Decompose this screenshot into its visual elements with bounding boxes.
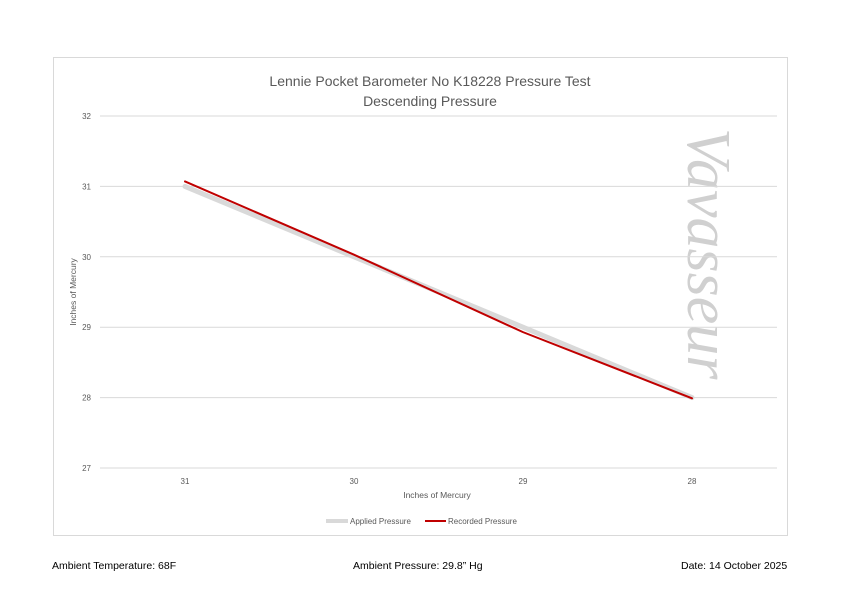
y-tick-label: 27 [82, 464, 91, 473]
ambient-pressure: Ambient Pressure: 29.8” Hg [353, 560, 483, 572]
series-line-applied [182, 183, 695, 401]
legend-label-applied: Applied Pressure [350, 517, 411, 526]
y-tick-label: 29 [82, 323, 91, 332]
x-axis-label: Inches of Mercury [403, 490, 471, 500]
y-axis-label: Inches of Mercury [68, 257, 78, 325]
x-tick-label: 28 [688, 477, 697, 486]
legend-label-recorded: Recorded Pressure [448, 517, 517, 526]
x-tick-label: 29 [519, 477, 528, 486]
y-tick-label: 28 [82, 394, 91, 403]
series-line-recorded [184, 180, 693, 400]
watermark: Vavasseur [674, 128, 742, 380]
ambient-temperature: Ambient Temperature: 68F [52, 560, 177, 572]
test-date: Date: 14 October 2025 [681, 560, 788, 572]
y-tick-label: 31 [82, 182, 91, 191]
chart-subtitle: Descending Pressure [363, 93, 497, 109]
x-tick-label: 30 [350, 477, 359, 486]
y-tick-label: 30 [82, 253, 91, 262]
chart-title: Lennie Pocket Barometer No K18228 Pressu… [269, 73, 590, 89]
y-tick-label: 32 [82, 112, 91, 121]
x-tick-label: 31 [181, 477, 190, 486]
chart-frame [53, 57, 788, 536]
